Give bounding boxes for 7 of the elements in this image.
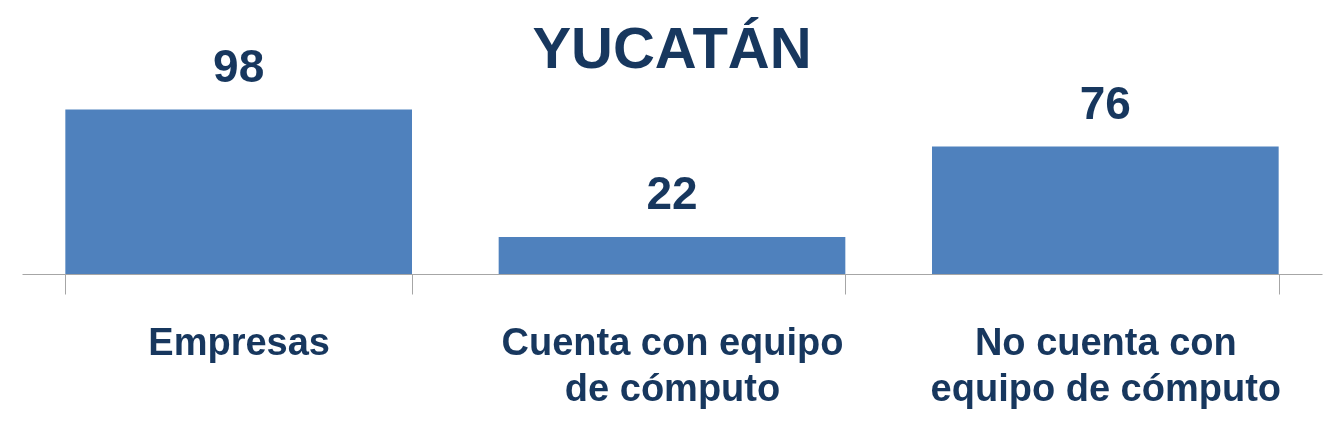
x-tick-label: Empresas [148, 320, 330, 363]
chart-title: YUCATÁN [532, 15, 812, 80]
x-tick-label: Cuenta con equipo de cómputo [501, 320, 844, 409]
data-label: 22 [646, 167, 698, 220]
data-label: 98 [213, 39, 265, 92]
x-tick-label: No cuenta con equipo de cómputo [930, 320, 1282, 409]
data-label: 76 [1079, 76, 1131, 129]
